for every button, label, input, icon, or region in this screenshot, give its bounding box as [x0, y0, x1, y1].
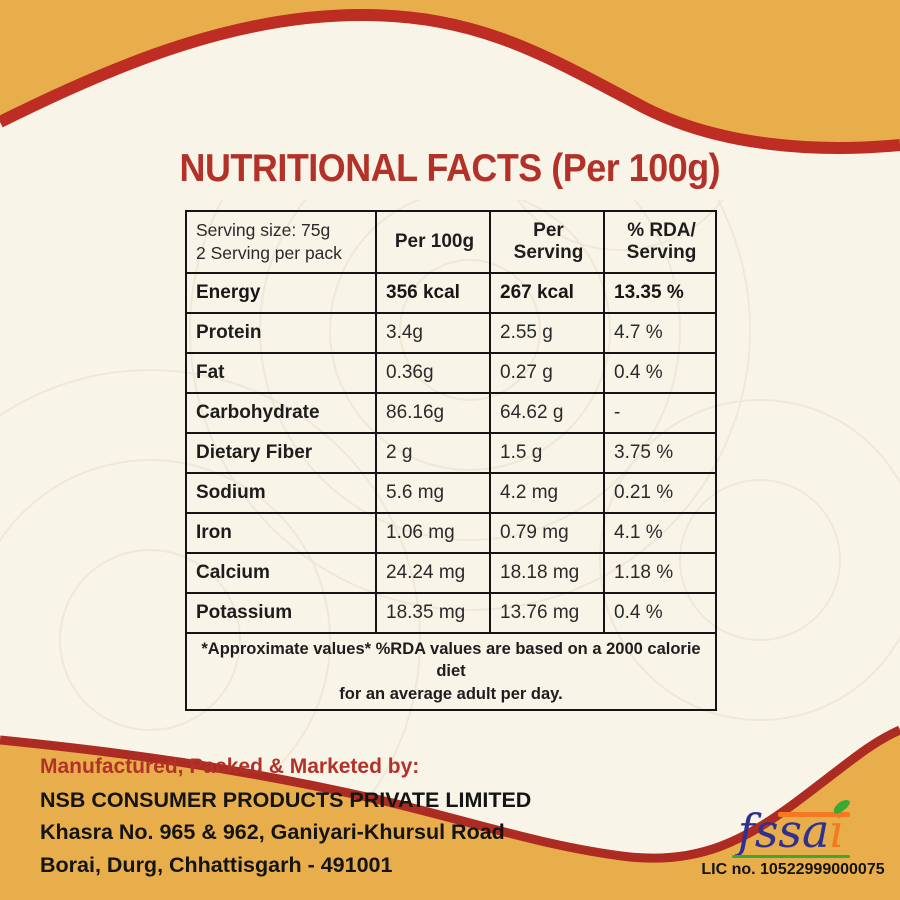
nutrient-label: Energy: [185, 272, 377, 314]
bottom-wave-banner: [0, 725, 900, 900]
col-header-per-100g: Per 100g: [375, 210, 491, 274]
page-title: NUTRITIONAL FACTS (Per 100g): [179, 147, 721, 190]
manufacturer-block: Manufactured, Packed & Marketed by: NSB …: [40, 751, 531, 881]
nutrient-label: Fat: [185, 352, 377, 394]
per-serving-value: 1.5 g: [489, 432, 605, 474]
nutrient-label: Dietary Fiber: [185, 432, 377, 474]
rda-value: 0.4 %: [603, 352, 717, 394]
nutrient-label: Potassium: [185, 592, 377, 634]
table-header-row: Serving size: 75g 2 Serving per pack Per…: [185, 210, 717, 274]
table-row: Fat 0.36g 0.27 g 0.4 %: [185, 352, 717, 394]
table-footnote-row: *Approximate values* %RDA values are bas…: [185, 632, 717, 711]
company-name: NSB CONSUMER PRODUCTS PRIVATE LIMITED: [40, 787, 532, 812]
nutrition-table-container: Serving size: 75g 2 Serving per pack Per…: [185, 210, 717, 711]
rda-value: 13.35 %: [603, 272, 717, 314]
nutrient-label: Protein: [185, 312, 377, 354]
rda-value: 0.4 %: [603, 592, 717, 634]
per-100g-value: 5.6 mg: [375, 472, 491, 514]
rda-value: -: [603, 392, 717, 434]
per-100g-value: 86.16g: [375, 392, 491, 434]
per-serving-value: 267 kcal: [489, 272, 605, 314]
per-100g-value: 2 g: [375, 432, 491, 474]
col-header-per-serving: Per Serving: [489, 210, 605, 274]
table-row: Iron 1.06 mg 0.79 mg 4.1 %: [185, 512, 717, 554]
fssai-logo-block: fssai LIC no. 10522999000075: [698, 797, 888, 879]
rda-value: 1.18 %: [603, 552, 717, 594]
per-100g-value: 1.06 mg: [375, 512, 491, 554]
per-serving-value: 18.18 mg: [489, 552, 605, 594]
per-serving-value: 0.79 mg: [489, 512, 605, 554]
nutrient-label: Iron: [185, 512, 377, 554]
table-row: Potassium 18.35 mg 13.76 mg 0.4 %: [185, 592, 717, 634]
top-wave-banner: [0, 0, 900, 200]
fssai-orange-bar: [777, 812, 851, 817]
table-row: Protein 3.4g 2.55 g 4.7 %: [185, 312, 717, 354]
col-header-rda: % RDA/ Serving: [603, 210, 717, 274]
serving-info-cell: Serving size: 75g 2 Serving per pack: [185, 210, 377, 274]
rda-value: 3.75 %: [603, 432, 717, 474]
per-100g-value: 3.4g: [375, 312, 491, 354]
per-serving-value: 13.76 mg: [489, 592, 605, 634]
rda-value: 4.1 %: [603, 512, 717, 554]
fssai-license-number: LIC no. 10522999000075: [701, 861, 885, 878]
per-100g-value: 356 kcal: [375, 272, 491, 314]
per-100g-value: 18.35 mg: [375, 592, 491, 634]
nutrient-label: Sodium: [185, 472, 377, 514]
nutrient-label: Calcium: [185, 552, 377, 594]
table-row: Energy 356 kcal 267 kcal 13.35 %: [185, 272, 717, 314]
per-serving-value: 4.2 mg: [489, 472, 605, 514]
table-row: Carbohydrate 86.16g 64.62 g -: [185, 392, 717, 434]
manufacturer-heading: Manufactured, Packed & Marketed by:: [40, 755, 420, 778]
rda-value: 4.7 %: [603, 312, 717, 354]
approximate-values-note: *Approximate values* %RDA values are bas…: [185, 632, 717, 711]
per-serving-value: 64.62 g: [489, 392, 605, 434]
per-100g-value: 24.24 mg: [375, 552, 491, 594]
address-line-2: Borai, Durg, Chhattisgarh - 491001: [40, 852, 393, 877]
per-100g-value: 0.36g: [375, 352, 491, 394]
per-serving-value: 0.27 g: [489, 352, 605, 394]
per-serving-value: 2.55 g: [489, 312, 605, 354]
fssai-logo: fssai: [731, 797, 852, 858]
fssai-text-orange: i: [829, 804, 845, 858]
rda-value: 0.21 %: [603, 472, 717, 514]
nutrient-label: Carbohydrate: [185, 392, 377, 434]
address-line-1: Khasra No. 965 & 962, Ganiyari-Khursul R…: [40, 820, 505, 844]
nutrition-facts-table: Serving size: 75g 2 Serving per pack Per…: [185, 210, 717, 711]
table-row: Dietary Fiber 2 g 1.5 g 3.75 %: [185, 432, 717, 474]
table-row: Sodium 5.6 mg 4.2 mg 0.21 %: [185, 472, 717, 514]
table-row: Calcium 24.24 mg 18.18 mg 1.18 %: [185, 552, 717, 594]
fssai-green-bar: [731, 854, 851, 858]
